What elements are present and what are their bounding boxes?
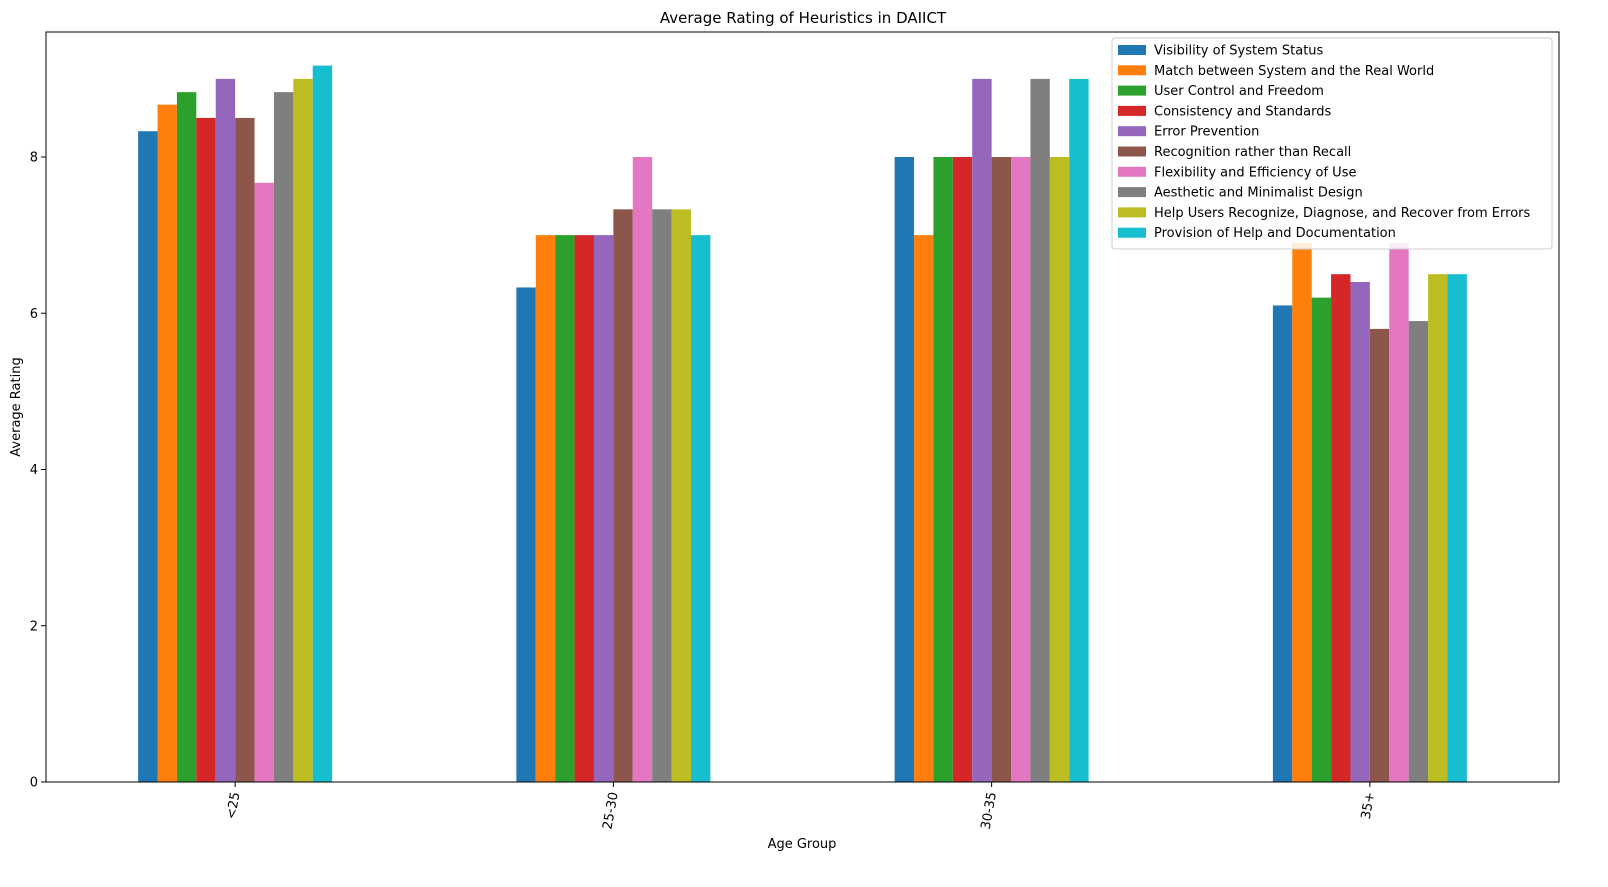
legend-label: Error Prevention — [1154, 125, 1259, 140]
chart-title: Average Rating of Heuristics in DAIICT — [660, 9, 947, 27]
legend-swatch — [1118, 45, 1146, 55]
y-tick-label: 4 — [30, 463, 38, 478]
plot-frame — [45, 31, 1560, 783]
legend-label: Recognition rather than Recall — [1154, 145, 1351, 160]
legend-label: User Control and Freedom — [1154, 84, 1324, 99]
legend-label: Aesthetic and Minimalist Design — [1154, 186, 1363, 201]
bars-layer — [138, 65, 1467, 782]
bar-2-8 — [1049, 157, 1070, 782]
bar-1-9 — [690, 235, 711, 782]
legend-label: Match between System and the Real World — [1154, 64, 1434, 79]
bar-1-7 — [652, 209, 672, 782]
bar-0-0 — [138, 131, 158, 782]
y-tick-label: 8 — [30, 151, 38, 166]
bar-2-4 — [972, 78, 992, 782]
legend-label: Visibility of System Status — [1154, 44, 1324, 59]
x-tick-label: 25-30 — [600, 791, 621, 831]
bar-2-5 — [991, 157, 1012, 782]
legend-swatch — [1118, 227, 1146, 238]
bar-3-7 — [1408, 321, 1429, 782]
bar-1-6 — [632, 157, 653, 782]
bar-2-1 — [914, 235, 934, 782]
legend-box — [1111, 37, 1553, 250]
legend-swatch — [1118, 207, 1146, 218]
bar-2-0 — [894, 157, 915, 782]
x-tick-label: 30-35 — [979, 791, 1000, 831]
legend: Visibility of System Status Match between… — [1111, 37, 1553, 250]
bar-3-5 — [1369, 328, 1390, 782]
bar-1-5 — [613, 209, 633, 782]
bar-1-8 — [671, 209, 691, 782]
legend-swatch — [1118, 146, 1146, 157]
bar-1-2 — [555, 235, 575, 782]
bar-2-7 — [1030, 78, 1050, 782]
bar-3-8 — [1428, 274, 1448, 782]
legend-swatch — [1118, 187, 1146, 198]
axes-layer: 0 2 4 6 8 <25 25-30 30-35 35+ — [30, 31, 1560, 831]
bar-3-1 — [1292, 242, 1312, 782]
bar-0-4 — [215, 78, 236, 782]
bar-0-9 — [312, 65, 333, 782]
bar-0-6 — [254, 182, 274, 782]
bar-2-2 — [933, 157, 953, 782]
bar-1-0 — [516, 287, 536, 782]
bar-3-4 — [1350, 282, 1370, 782]
bar-3-6 — [1389, 242, 1409, 782]
legend-swatch — [1118, 126, 1146, 137]
bar-0-5 — [235, 117, 255, 782]
legend-swatch — [1118, 105, 1146, 116]
bar-3-3 — [1331, 274, 1351, 782]
bar-0-2 — [176, 92, 197, 782]
bar-3-2 — [1311, 297, 1332, 782]
x-axis-label: Age Group — [768, 837, 837, 852]
bar-1-4 — [593, 235, 614, 782]
y-axis-label: Average Rating — [9, 357, 24, 456]
bar-2-6 — [1011, 157, 1031, 782]
bar-0-7 — [273, 92, 294, 782]
legend-label: Consistency and Standards — [1154, 104, 1331, 119]
legend-swatch — [1118, 85, 1146, 96]
x-tick-label: 35+ — [1359, 791, 1379, 821]
bar-3-0 — [1272, 305, 1293, 782]
bar-1-3 — [574, 235, 594, 782]
bar-0-3 — [196, 117, 216, 782]
legend-label: Flexibility and Efficiency of Use — [1154, 165, 1356, 180]
bar-0-1 — [157, 104, 177, 782]
bar-1-1 — [535, 235, 556, 782]
y-tick-label: 0 — [30, 776, 38, 791]
legend-swatch — [1118, 65, 1146, 76]
x-tick-label: <25 — [224, 791, 244, 821]
bar-2-9 — [1069, 78, 1089, 782]
bar-0-8 — [293, 78, 313, 782]
legend-label: Help Users Recognize, Diagnose, and Reco… — [1154, 206, 1530, 221]
y-tick-label: 6 — [30, 307, 38, 322]
legend-label: Provision of Help and Documentation — [1154, 226, 1396, 241]
legend-swatch — [1118, 166, 1146, 177]
bar-2-3 — [952, 157, 973, 782]
y-tick-label: 2 — [30, 619, 38, 634]
bar-3-9 — [1447, 274, 1467, 782]
